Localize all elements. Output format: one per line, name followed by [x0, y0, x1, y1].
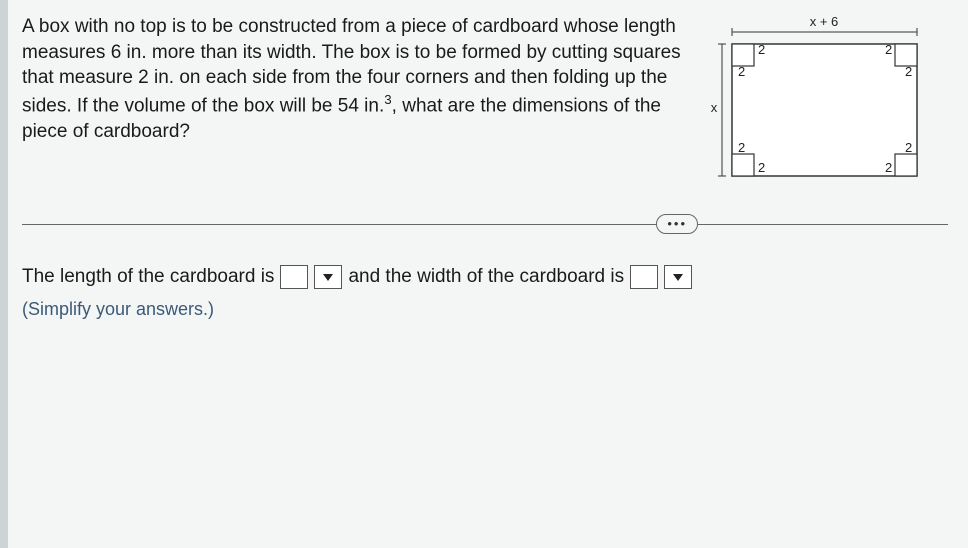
svg-text:2: 2 — [905, 64, 912, 79]
svg-text:2: 2 — [738, 64, 745, 79]
box-diagram: x + 6 x 2 2 — [702, 14, 922, 194]
answer-mid: and the width of the cardboard is — [348, 266, 624, 288]
ellipsis-button[interactable]: ••• — [656, 214, 698, 234]
svg-text:2: 2 — [885, 160, 892, 175]
svg-text:2: 2 — [905, 140, 912, 155]
svg-text:2: 2 — [758, 42, 765, 57]
svg-text:2: 2 — [885, 42, 892, 57]
length-input[interactable] — [280, 265, 308, 289]
length-unit-dropdown[interactable] — [314, 265, 342, 289]
diagram-left-label: x — [711, 100, 718, 115]
answer-prefix: The length of the cardboard is — [22, 266, 274, 288]
svg-text:2: 2 — [758, 160, 765, 175]
diagram-top-label: x + 6 — [810, 14, 839, 29]
chevron-down-icon — [322, 272, 334, 282]
chevron-down-icon — [672, 272, 684, 282]
svg-text:2: 2 — [738, 140, 745, 155]
section-divider: ••• — [22, 224, 948, 225]
simplify-hint: (Simplify your answers.) — [22, 299, 948, 320]
width-unit-dropdown[interactable] — [664, 265, 692, 289]
question-text: A box with no top is to be constructed f… — [22, 14, 682, 145]
answer-row: The length of the cardboard is and the w… — [22, 265, 948, 289]
width-input[interactable] — [630, 265, 658, 289]
